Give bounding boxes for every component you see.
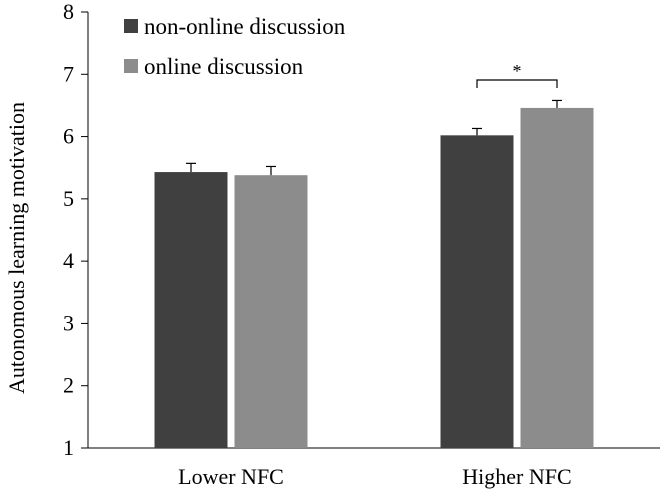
y-tick-label: 4 bbox=[63, 248, 74, 273]
legend-label: non-online discussion bbox=[144, 14, 346, 39]
bar bbox=[154, 172, 228, 448]
significance-bracket bbox=[476, 79, 558, 88]
y-tick-label: 8 bbox=[63, 0, 74, 24]
bars bbox=[154, 107, 594, 449]
x-tick-label: Lower NFC bbox=[178, 464, 284, 489]
x-tick-label: Higher NFC bbox=[462, 464, 571, 489]
bar bbox=[234, 175, 308, 448]
y-tick-label: 5 bbox=[63, 186, 74, 211]
y-tick-label: 6 bbox=[63, 124, 74, 149]
error-bars bbox=[186, 99, 562, 176]
significance-star: * bbox=[513, 61, 522, 81]
x-axis: Lower NFC Higher NFC bbox=[88, 447, 660, 489]
y-tick-label: 3 bbox=[63, 310, 74, 335]
bar bbox=[520, 107, 594, 449]
y-axis: 1 2 3 4 5 6 7 8 bbox=[63, 0, 89, 460]
y-tick-label: 2 bbox=[63, 373, 74, 398]
y-axis-title: Autonomous learning motivation bbox=[4, 102, 29, 394]
legend-swatch bbox=[124, 59, 138, 73]
bar bbox=[440, 135, 514, 448]
y-tick-label: 7 bbox=[63, 61, 74, 86]
legend: non-online discussion online discussion bbox=[124, 14, 346, 79]
legend-swatch bbox=[124, 19, 138, 33]
legend-label: online discussion bbox=[144, 54, 304, 79]
annotations: * bbox=[476, 61, 558, 88]
y-tick-label: 1 bbox=[63, 435, 74, 460]
